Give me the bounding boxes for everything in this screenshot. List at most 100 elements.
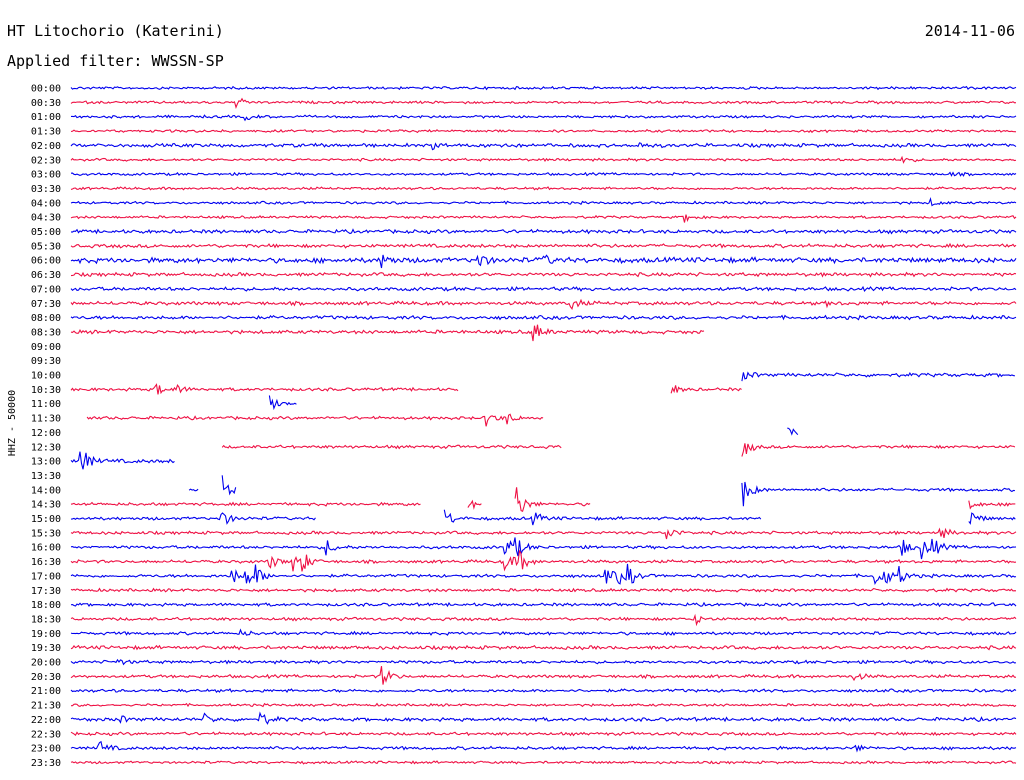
- time-label: 07:30: [31, 299, 61, 310]
- trace-segment: [188, 488, 199, 492]
- time-label: 22:00: [31, 715, 61, 726]
- trace-segment: [70, 644, 1017, 651]
- trace-segment: [787, 427, 799, 436]
- station-title: HT Litochorio (Katerini): [7, 22, 224, 40]
- time-label: 18:00: [31, 600, 61, 611]
- trace-segment: [70, 512, 316, 525]
- trace-segment: [741, 481, 1015, 507]
- time-label: 13:30: [31, 471, 61, 482]
- trace-segment: [670, 385, 742, 394]
- time-label: 11:00: [31, 399, 61, 410]
- time-label: 09:30: [31, 356, 61, 367]
- trace-segment: [70, 451, 175, 470]
- time-labels: 00:00 00:30 01:00 01:30 02:00 02:30 03:00 03:30…: [31, 84, 61, 769]
- time-label: 02:00: [31, 141, 61, 152]
- trace-segment: [70, 298, 1017, 311]
- filter-label: Applied filter: WWSSN-SP: [7, 52, 224, 70]
- time-label: 11:30: [31, 414, 61, 425]
- time-label: 20:30: [31, 672, 61, 683]
- trace-segment: [71, 114, 1017, 122]
- trace-segment: [70, 563, 1017, 586]
- trace-segment: [70, 128, 1017, 134]
- time-label: 03:30: [31, 184, 61, 195]
- time-label: 23:00: [31, 744, 61, 755]
- trace-segment: [70, 527, 1017, 540]
- time-label: 14:30: [31, 500, 61, 511]
- time-label: 04:00: [31, 198, 61, 209]
- trace-segment: [70, 242, 1017, 249]
- trace-segment: [70, 711, 1017, 725]
- time-label: 07:00: [31, 284, 61, 295]
- trace-segment: [467, 499, 482, 510]
- time-label: 04:30: [31, 213, 61, 224]
- time-label: 00:00: [31, 84, 61, 95]
- time-label: 01:00: [31, 112, 61, 123]
- trace-segment: [70, 228, 1017, 235]
- trace-segment: [221, 475, 237, 496]
- trace-segment: [70, 688, 1017, 694]
- time-label: 05:30: [31, 241, 61, 252]
- time-label: 02:30: [31, 155, 61, 166]
- trace-segment: [70, 271, 1017, 278]
- trace-segment: [70, 731, 1017, 737]
- trace-segment: [70, 740, 1017, 753]
- time-label: 09:00: [31, 342, 61, 353]
- time-label: 05:00: [31, 227, 61, 238]
- trace-segment: [70, 501, 421, 507]
- time-label: 17:30: [31, 586, 61, 597]
- time-label: 19:30: [31, 643, 61, 654]
- trace-segment: [86, 413, 544, 427]
- trace-segment: [70, 285, 1017, 293]
- time-label: 14:00: [31, 485, 61, 496]
- time-label: 06:00: [31, 256, 61, 267]
- time-label: 22:30: [31, 729, 61, 740]
- trace-segment: [70, 666, 1017, 685]
- trace-segment: [70, 587, 1017, 593]
- trace-segment: [741, 371, 1016, 382]
- trace-segment: [70, 85, 1017, 91]
- trace-segment: [70, 613, 1017, 627]
- trace-segment: [70, 196, 1017, 207]
- trace-segment: [70, 760, 1017, 765]
- time-label: 17:00: [31, 571, 61, 582]
- time-label: 12:30: [31, 442, 61, 453]
- time-label: 18:30: [31, 614, 61, 625]
- trace-segment: [70, 214, 1017, 223]
- trace-segment: [70, 254, 1017, 269]
- time-label: 15:30: [31, 528, 61, 539]
- trace-segment: [70, 628, 1017, 636]
- trace-segment: [221, 444, 562, 450]
- trace-segment: [70, 186, 1017, 191]
- trace-segment: [741, 443, 1016, 457]
- time-label: 08:00: [31, 313, 61, 324]
- time-label: 21:30: [31, 701, 61, 712]
- trace-segment: [70, 702, 1017, 708]
- trace-segment: [968, 512, 1016, 525]
- time-label: 19:00: [31, 629, 61, 640]
- trace-segment: [968, 500, 1016, 510]
- trace-segment: [443, 509, 762, 526]
- trace-segment: [268, 395, 297, 411]
- time-label: 03:00: [31, 170, 61, 181]
- time-label: 10:30: [31, 385, 61, 396]
- trace-segment: [70, 383, 459, 395]
- y-axis-label: HHZ - 50000: [7, 390, 18, 456]
- time-label: 10:00: [31, 371, 61, 382]
- time-label: 00:30: [31, 98, 61, 109]
- time-label: 12:00: [31, 428, 61, 439]
- trace-segment: [70, 537, 1017, 560]
- trace-segment: [70, 601, 1017, 608]
- trace-segment: [70, 658, 1017, 666]
- time-label: 01:30: [31, 127, 61, 138]
- time-label: 16:30: [31, 557, 61, 568]
- trace-segment: [70, 171, 1017, 177]
- time-label: 16:00: [31, 543, 61, 554]
- trace-segment: [70, 314, 1017, 321]
- trace-segment: [514, 487, 591, 513]
- time-label: 06:30: [31, 270, 61, 281]
- time-label: 20:00: [31, 658, 61, 669]
- time-label: 23:30: [31, 758, 61, 769]
- traces: [70, 85, 1017, 765]
- time-label: 08:30: [31, 327, 61, 338]
